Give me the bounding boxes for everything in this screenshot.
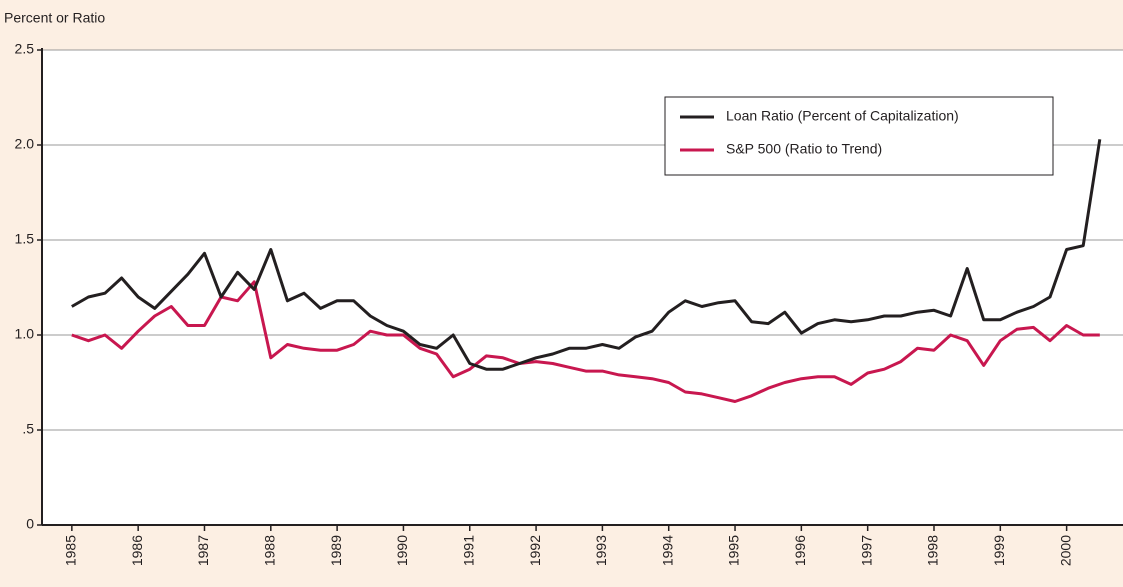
line-series xyxy=(71,139,1102,371)
x-tick-label: 1987 xyxy=(195,535,211,566)
legend-label: Loan Ratio (Percent of Capitalization) xyxy=(726,108,959,124)
x-tick-label: 1989 xyxy=(328,535,344,566)
x-tick-label: 2000 xyxy=(1057,535,1073,566)
y-tick-label: .5 xyxy=(22,421,34,437)
y-tick-label: 2.5 xyxy=(15,41,35,57)
y-tick-label: 2.0 xyxy=(15,136,35,152)
x-tick-label: 1999 xyxy=(991,535,1007,566)
x-tick-label: 1990 xyxy=(394,535,410,566)
y-tick-label: 0 xyxy=(26,516,34,532)
x-tick-label: 1996 xyxy=(792,535,808,566)
legend-label: S&P 500 (Ratio to Trend) xyxy=(726,141,882,157)
x-tick-label: 1997 xyxy=(858,535,874,566)
x-tick-label: 1993 xyxy=(593,535,609,566)
x-tick-label: 1998 xyxy=(925,535,941,566)
x-tick-label: 1988 xyxy=(262,535,278,566)
x-tick-label: 1994 xyxy=(659,535,675,566)
line-series xyxy=(71,280,1100,403)
legend-box xyxy=(664,96,1054,176)
x-tick-label: 1985 xyxy=(63,535,79,566)
x-tick-label: 1995 xyxy=(726,535,742,566)
y-tick-label: 1.5 xyxy=(15,231,35,247)
x-tick-label: 1986 xyxy=(129,535,145,566)
y-axis-label: Percent or Ratio xyxy=(4,10,105,26)
y-tick-label: 1.0 xyxy=(15,326,35,342)
x-tick-label: 1991 xyxy=(460,535,476,566)
x-tick-label: 1992 xyxy=(527,535,543,566)
